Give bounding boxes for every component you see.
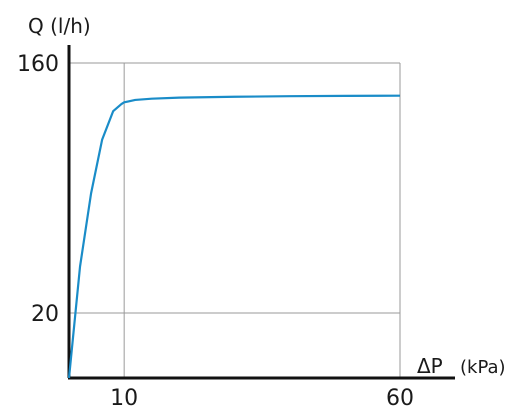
tick-labels: 20 160 10 60 [17,52,414,409]
y-axis-title: Q (l/h) [28,14,91,38]
x-axis-symbol: ΔP [417,354,443,378]
series-line-0 [67,94,401,379]
axes [67,45,455,380]
grid-lines [69,62,401,378]
x-tick-label-60: 60 [386,386,414,409]
y-tick-label-20: 20 [31,302,59,327]
x-axis-unit: (kPa) [460,357,506,378]
series-layer [67,94,401,379]
y-tick-label-160: 160 [17,52,59,77]
x-tick-label-10: 10 [110,386,138,409]
